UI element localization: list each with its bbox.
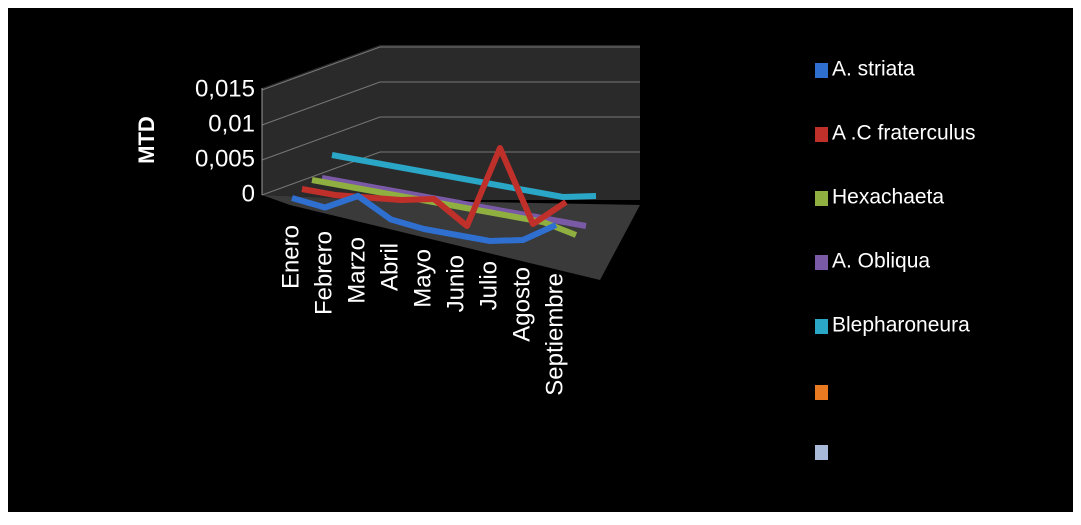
- x-tick-label: Julio: [475, 261, 502, 310]
- y-axis-title: MTD: [134, 116, 159, 164]
- legend-swatch: [815, 319, 828, 334]
- x-tick-label: Marzo: [343, 237, 370, 304]
- legend-label: A. striata: [832, 58, 915, 81]
- x-tick-label: Agosto: [508, 267, 535, 342]
- legend-label: Blepharoneura: [832, 314, 970, 337]
- x-tick-label: Junio: [442, 255, 469, 312]
- legend-label: A .C fraterculus: [832, 122, 976, 145]
- x-tick-label: Abril: [376, 243, 403, 291]
- legend-label: Hexachaeta: [832, 186, 944, 209]
- series-line: [331, 152, 597, 200]
- y-tick-label: 0,005: [195, 145, 255, 172]
- legend-swatch: [815, 191, 828, 206]
- grid-line: [261, 81, 640, 126]
- legend-extra: [815, 385, 828, 460]
- x-tick-label: Mayo: [409, 249, 436, 308]
- legend-label: A. Obliqua: [832, 250, 930, 273]
- series-line: [301, 145, 568, 229]
- grid-line: [261, 116, 640, 161]
- series-line: [291, 193, 558, 244]
- legend-swatch: [815, 445, 828, 460]
- legend-swatch: [815, 385, 828, 400]
- x-tick-label: Febrero: [310, 231, 337, 315]
- y-tick-label: 0,01: [208, 110, 255, 137]
- legend-swatch: [815, 63, 828, 78]
- y-tick-label: 0: [242, 180, 255, 207]
- legend-swatch: [815, 127, 828, 142]
- grid-line: [261, 151, 640, 196]
- x-tick-label: Enero: [277, 225, 304, 289]
- x-tick-label: Septiembre: [541, 273, 568, 396]
- grid-line: [261, 46, 640, 91]
- y-tick-label: 0,015: [195, 75, 255, 102]
- legend-swatch: [815, 255, 828, 270]
